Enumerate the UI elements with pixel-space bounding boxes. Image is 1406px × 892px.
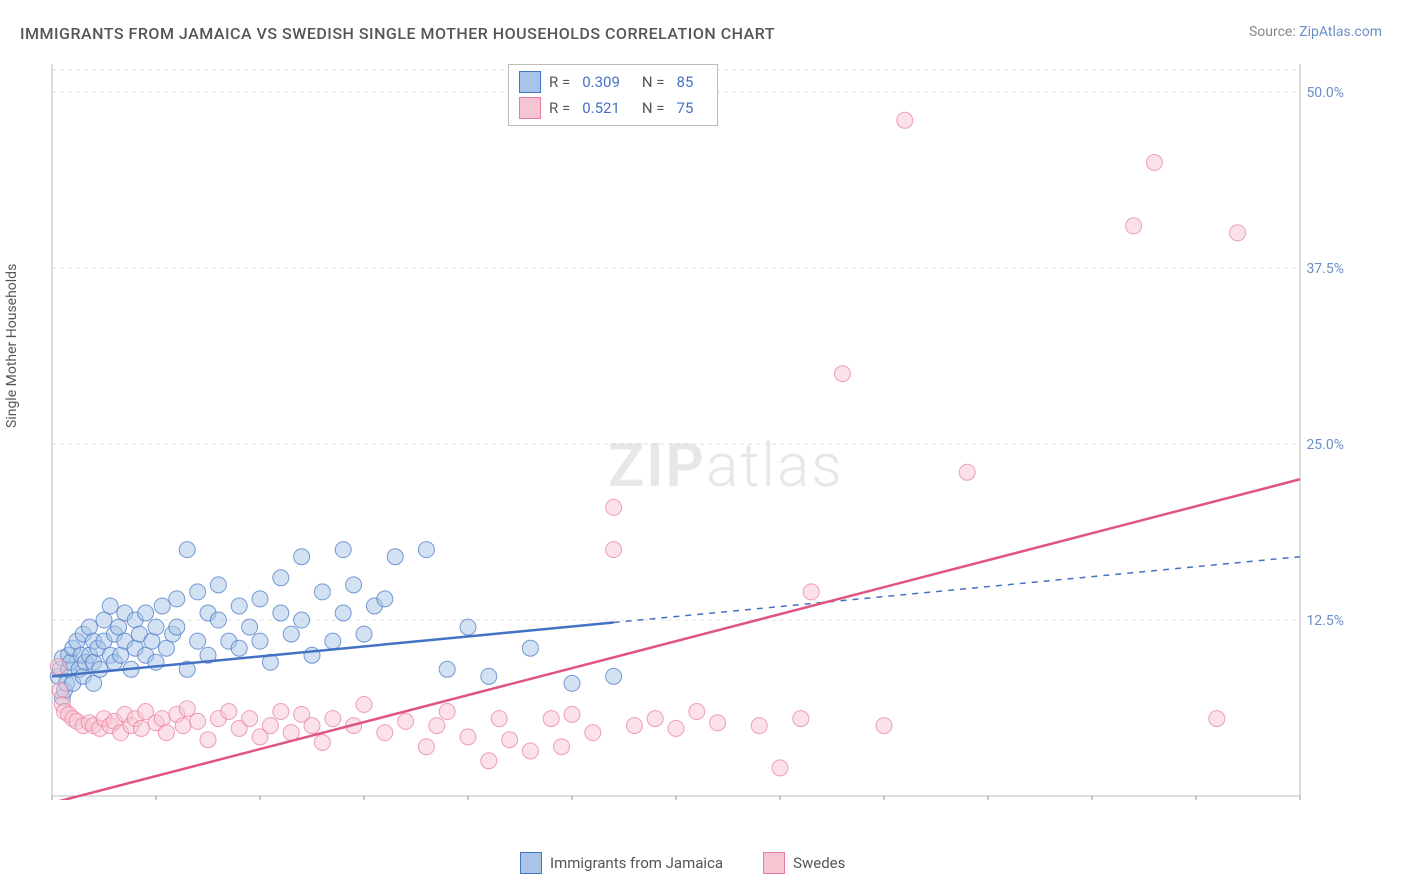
n-value-swedes: 75 [677,99,694,117]
stats-legend: R = 0.309 N = 85 R = 0.521 N = 75 [508,64,718,126]
y-axis-label: Single Mother Households [4,264,20,428]
n-label: N = [642,73,665,91]
r-label: R = [549,99,570,117]
svg-text:25.0%: 25.0% [1306,437,1344,453]
r-label: R = [549,73,570,91]
stats-row-jamaica: R = 0.309 N = 85 [519,69,707,95]
series-legend: Immigrants from Jamaica Swedes [520,852,845,874]
swatch-jamaica [520,852,542,874]
r-value-jamaica: 0.309 [582,73,620,91]
legend-item-jamaica: Immigrants from Jamaica [520,852,723,874]
n-label: N = [642,99,665,117]
scatter-plot: 12.5%25.0%37.5%50.0%0.0%60.0% [48,60,1348,800]
r-value-swedes: 0.521 [582,99,620,117]
chart-title: IMMIGRANTS FROM JAMAICA VS SWEDISH SINGL… [20,24,775,43]
svg-text:12.5%: 12.5% [1306,613,1344,629]
legend-item-swedes: Swedes [763,852,845,874]
source-prefix: Source: [1249,24,1299,40]
legend-label-jamaica: Immigrants from Jamaica [550,854,723,872]
n-value-jamaica: 85 [677,73,694,91]
source-link[interactable]: ZipAtlas.com [1299,24,1382,40]
legend-label-swedes: Swedes [793,854,845,872]
source-attribution: Source: ZipAtlas.com [1249,24,1382,40]
stats-row-swedes: R = 0.521 N = 75 [519,95,707,121]
swatch-swedes [519,97,541,119]
swatch-jamaica [519,71,541,93]
svg-text:37.5%: 37.5% [1306,261,1344,277]
svg-text:50.0%: 50.0% [1306,85,1344,101]
swatch-swedes [763,852,785,874]
chart-area: 12.5%25.0%37.5%50.0%0.0%60.0% R = 0.309 … [48,60,1348,800]
